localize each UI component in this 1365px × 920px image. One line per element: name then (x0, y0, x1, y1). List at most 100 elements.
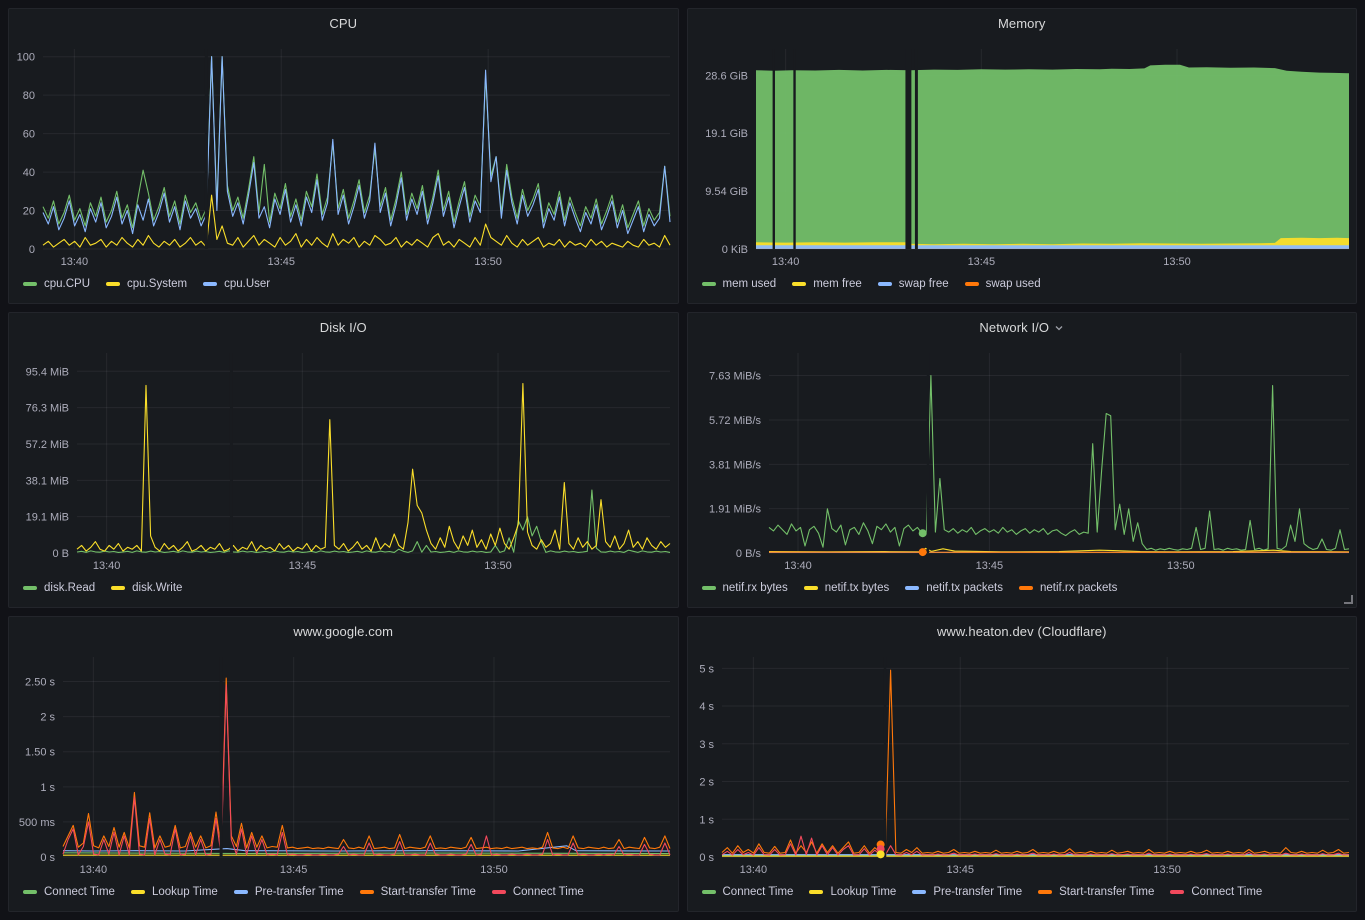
x-tick-label: 13:45 (946, 864, 974, 876)
legend-item[interactable]: Connect Time (491, 886, 584, 898)
y-tick-label: 2.50 s (25, 677, 55, 689)
y-tick-label: 0 B/s (735, 548, 761, 560)
time-series-chart[interactable]: 0 s 1 s 2 s 3 s 4 s 5 s 13:40 13:45 13:50 (688, 645, 1357, 879)
panel-www-heaton-dev: www.heaton.dev (Cloudflare) 0 s 1 s 2 s 3 s… (686, 616, 1357, 912)
legend-swatch-icon (23, 586, 37, 590)
panel-header[interactable]: www.google.com (9, 617, 678, 645)
chart-area[interactable]: 0 s 1 s 2 s 3 s 4 s 5 s 13:40 13:45 13:50 (688, 645, 1357, 879)
chart-area[interactable]: 0 KiB 9.54 GiB 19.1 GiB 28.6 GiB 13:40 13:45 1… (688, 37, 1357, 271)
y-tick-label: 0 KiB (721, 244, 747, 256)
y-tick-label: 3 s (699, 739, 714, 751)
x-tick-label: 13:45 (280, 864, 308, 876)
legend-item[interactable]: Start-transfer Time (359, 886, 476, 898)
legend-swatch-icon (1018, 586, 1033, 590)
time-series-chart[interactable]: 0 KiB 9.54 GiB 19.1 GiB 28.6 GiB 13:40 13:45 1… (688, 37, 1357, 271)
x-tick-label: 13:40 (771, 256, 799, 268)
legend-item[interactable]: cpu.CPU (23, 278, 90, 290)
legend-label: netif.tx packets (926, 582, 1003, 594)
legend-item[interactable]: Lookup Time (130, 886, 218, 898)
y-tick-label: 95.4 MiB (26, 366, 69, 378)
y-tick-label: 0 s (40, 852, 55, 864)
legend-label: Connect Time (44, 886, 115, 898)
chart-area[interactable]: 0 B 19.1 MiB 38.1 MiB 57.2 MiB 76.3 MiB 95.4 … (9, 341, 678, 575)
panel-resize-handle-icon[interactable] (1344, 595, 1353, 604)
time-series-chart[interactable]: 0 20 40 60 80 100 13:40 13:45 13:50 (9, 37, 678, 271)
x-tick-label: 13:50 (1167, 560, 1195, 572)
legend-item[interactable]: netif.tx bytes (803, 582, 890, 594)
legend-swatch-icon (877, 282, 892, 286)
chart-area[interactable]: 0 s 500 ms 1 s 1.50 s 2 s 2.50 s 13:40 13:45 13:… (9, 645, 678, 879)
time-series-chart[interactable]: 0 B 19.1 MiB 38.1 MiB 57.2 MiB 76.3 MiB 95.4 … (9, 341, 678, 575)
time-series-chart[interactable]: 0 s 500 ms 1 s 1.50 s 2 s 2.50 s 13:40 13:45 13:… (9, 645, 678, 879)
legend: mem used mem free swap free swap used (688, 271, 1357, 303)
panel-header[interactable]: Disk I/O (9, 313, 678, 341)
legend-item[interactable]: mem used (701, 278, 776, 290)
legend-item[interactable]: cpu.User (203, 278, 270, 290)
legend-item[interactable]: Lookup Time (809, 886, 896, 898)
legend-item[interactable]: swap free (877, 278, 949, 290)
legend-label: cpu.User (224, 278, 271, 290)
legend-label: Start-transfer Time (1059, 886, 1155, 898)
legend-label: Pre-transfer Time (254, 886, 344, 898)
legend-item[interactable]: Connect Time (1170, 886, 1262, 898)
panel-memory: Memory 0 KiB 9.54 GiB 19.1 GiB 28.6 GiB 13:4… (686, 8, 1357, 304)
legend-item[interactable]: Pre-transfer Time (912, 886, 1022, 898)
legend-label: disk.Write (132, 582, 183, 594)
x-tick-label: 13:40 (784, 560, 812, 572)
legend-item[interactable]: netif.rx bytes (701, 582, 788, 594)
legend-label: swap free (898, 278, 949, 290)
legend-label: Start-transfer Time (380, 886, 476, 898)
y-tick-label: 3.81 MiB/s (709, 459, 761, 471)
legend-swatch-icon (701, 890, 716, 894)
chevron-down-icon (1054, 323, 1064, 333)
y-tick-label: 19.1 GiB (705, 128, 748, 140)
legend-item[interactable]: disk.Read (23, 582, 95, 594)
y-tick-label: 7.63 MiB/s (709, 371, 761, 383)
panel-cpu: CPU 0 20 40 60 80 100 13:40 13:45 13:50 cpu.CPU c… (8, 8, 679, 304)
panel-header[interactable]: Network I/O (688, 313, 1357, 341)
legend-swatch-icon (130, 890, 145, 894)
y-tick-label: 1 s (699, 814, 714, 826)
y-tick-label: 76.3 MiB (26, 403, 69, 415)
legend-item[interactable]: Start-transfer Time (1038, 886, 1154, 898)
legend-label: netif.rx packets (1039, 582, 1118, 594)
legend-item[interactable]: netif.rx packets (1018, 582, 1118, 594)
time-series-chart[interactable]: 0 B/s 1.91 MiB/s 3.81 MiB/s 5.72 MiB/s 7.63 … (688, 341, 1357, 575)
legend-item[interactable]: cpu.System (106, 278, 187, 290)
legend-swatch-icon (701, 282, 716, 286)
legend: disk.Read disk.Write (9, 575, 678, 607)
legend-label: Connect Time (512, 886, 584, 898)
y-tick-label: 0 B (52, 548, 69, 560)
legend-label: Connect Time (1191, 886, 1263, 898)
legend-label: mem free (813, 278, 862, 290)
chart-area[interactable]: 0 B/s 1.91 MiB/s 3.81 MiB/s 5.72 MiB/s 7.63 … (688, 341, 1357, 575)
legend-item[interactable]: netif.tx packets (905, 582, 1003, 594)
legend-item[interactable]: Connect Time (23, 886, 115, 898)
legend-swatch-icon (106, 282, 121, 286)
legend-item[interactable]: disk.Write (111, 582, 182, 594)
legend-item[interactable]: Pre-transfer Time (233, 886, 344, 898)
legend-item[interactable]: Connect Time (701, 886, 793, 898)
panel-header[interactable]: Memory (688, 9, 1357, 37)
legend-item[interactable]: swap used (964, 278, 1041, 290)
y-tick-label: 20 (23, 206, 35, 218)
y-tick-label: 57.2 MiB (26, 439, 69, 451)
legend-label: netif.tx bytes (824, 582, 890, 594)
panel-disk-io: Disk I/O 0 B 19.1 MiB 38.1 MiB 57.2 MiB 76.3… (8, 312, 679, 608)
legend-swatch-icon (491, 890, 506, 894)
legend-item[interactable]: mem free (792, 278, 862, 290)
legend-swatch-icon (912, 890, 927, 894)
legend-label: Pre-transfer Time (933, 886, 1023, 898)
panel-header[interactable]: CPU (9, 9, 678, 37)
y-tick-label: 0 (29, 244, 35, 256)
legend-swatch-icon (359, 890, 374, 894)
legend: Connect Time Lookup Time Pre-transfer Time… (9, 879, 678, 911)
x-tick-label: 13:40 (61, 256, 89, 268)
panel-header[interactable]: www.heaton.dev (Cloudflare) (688, 617, 1357, 645)
y-tick-label: 500 ms (19, 817, 56, 829)
x-tick-label: 13:45 (289, 560, 317, 572)
y-tick-label: 1.50 s (25, 747, 55, 759)
data-point-dot (876, 850, 885, 859)
chart-area[interactable]: 0 20 40 60 80 100 13:40 13:45 13:50 (9, 37, 678, 271)
